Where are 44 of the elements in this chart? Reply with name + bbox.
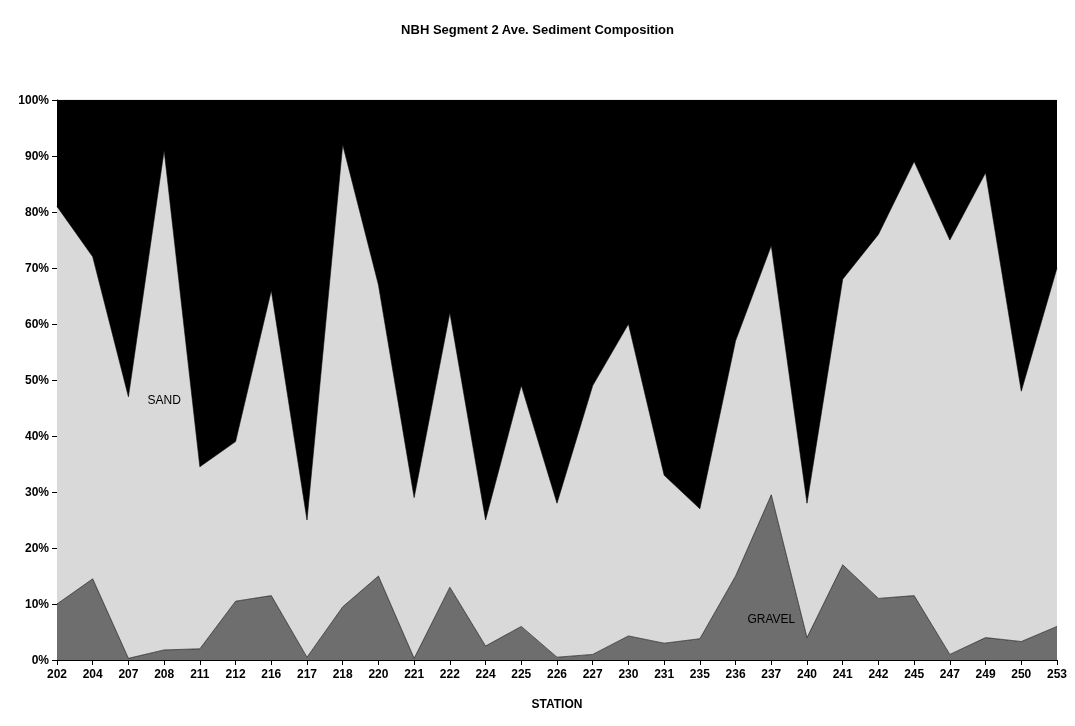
x-tick-label: 224 — [475, 667, 496, 681]
y-tick-label: 80% — [24, 205, 50, 219]
x-tick-label: 241 — [832, 667, 854, 681]
x-tick-label: 211 — [190, 667, 210, 681]
x-tick-label: 216 — [261, 667, 282, 681]
x-tick-label: 220 — [368, 667, 389, 681]
y-tick-label: 30% — [24, 485, 50, 499]
x-tick-label: 204 — [82, 667, 104, 681]
x-tick-label: 250 — [1011, 667, 1032, 681]
y-tick-label: 20% — [24, 541, 50, 555]
x-tick-label: 202 — [46, 667, 68, 681]
y-tick-label: 10% — [24, 597, 50, 611]
x-tick-label: 221 — [404, 667, 425, 681]
y-tick-label: 100% — [18, 93, 50, 107]
chart-title: NBH Segment 2 Ave. Sediment Composition — [401, 22, 674, 37]
y-tick-label: 70% — [24, 261, 50, 275]
x-tick-label: 218 — [332, 667, 354, 681]
x-tick-label: 245 — [904, 667, 925, 681]
y-tick-label: 50% — [24, 373, 50, 387]
x-tick-label: 253 — [1046, 667, 1068, 681]
x-tick-label: 235 — [689, 667, 711, 681]
x-tick-label: 212 — [225, 667, 246, 681]
x-axis-title: STATION — [531, 697, 583, 711]
x-tick-label: 231 — [654, 667, 675, 681]
x-tick-label: 207 — [118, 667, 139, 681]
x-tick-label: 222 — [439, 667, 461, 681]
x-tick-label: 242 — [868, 667, 889, 681]
x-tick-label: 230 — [618, 667, 639, 681]
x-tick-label: 249 — [975, 667, 996, 681]
x-tick-label: 247 — [939, 667, 961, 681]
series-label: SAND — [147, 393, 182, 408]
series-label: GRAVEL — [747, 611, 796, 626]
y-tick-label: 40% — [24, 429, 50, 443]
y-tick-label: 60% — [24, 317, 50, 331]
x-tick-label: 217 — [296, 667, 318, 681]
y-tick-label: 0% — [31, 653, 50, 667]
x-tick-label: 226 — [546, 667, 568, 681]
x-tick-label: 236 — [725, 667, 746, 681]
x-tick-label: 240 — [796, 667, 818, 681]
x-tick-label: 225 — [511, 667, 532, 681]
x-tick-label: 237 — [761, 667, 782, 681]
x-tick-label: 208 — [154, 667, 175, 681]
x-tick-label: 227 — [582, 667, 604, 681]
y-tick-label: 90% — [24, 149, 50, 163]
